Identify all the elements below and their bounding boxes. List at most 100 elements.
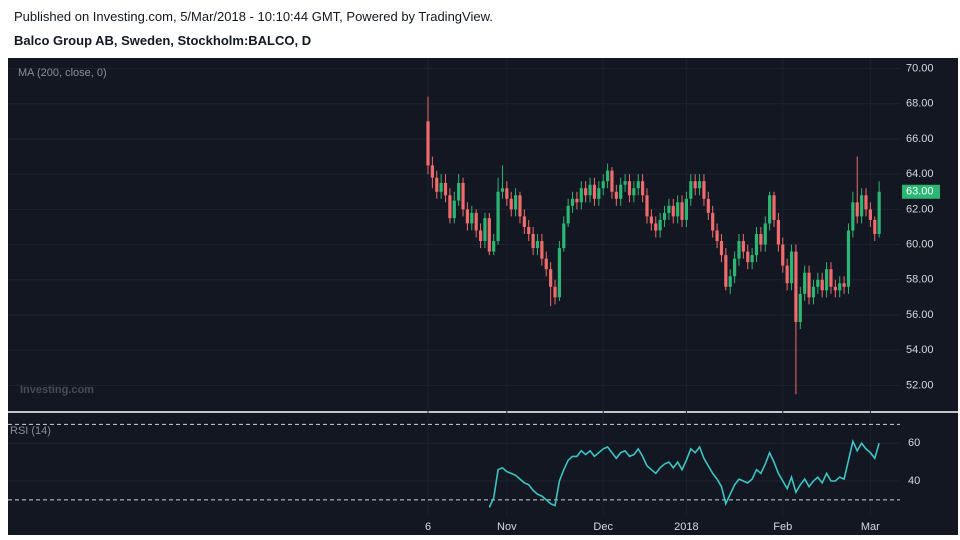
candle-body [671,205,675,217]
watermark: Investing.com [20,384,94,396]
candle-body [702,181,706,199]
candle-body [636,181,640,189]
x-tick-label: 2018 [674,521,698,533]
candle-body [868,209,872,220]
candle-body [711,212,715,231]
study-label: MA (200, close, 0) [18,67,107,79]
candle-body [833,286,837,291]
candle-body [544,258,548,270]
candle-body [500,188,505,192]
x-tick-label: Nov [497,521,517,533]
candle-body [789,251,794,284]
y-tick-label: 62.00 [906,203,934,215]
y-tick-label: 40 [908,475,920,487]
candle-body [575,198,579,203]
y-tick-label: 52.00 [906,379,934,391]
candle-body [662,212,667,220]
candle-body [737,241,741,259]
candle-body [527,226,531,234]
candle-body [645,195,649,217]
candle-body [465,209,470,224]
candle-body [838,283,842,291]
candle-body [549,269,553,287]
y-tick-label: 68.00 [906,98,934,110]
x-tick-label: Mar [861,521,880,533]
candle-body [842,283,846,287]
candle-body [846,230,851,287]
candle-body [658,219,662,231]
candle-body [496,191,500,242]
candle-body [724,255,728,287]
candle-body [522,216,526,227]
current-price-label: 63.00 [906,186,934,198]
y-tick-label: 54.00 [906,344,934,356]
candle-body [492,241,496,252]
candle-body [877,191,881,234]
candle-body [697,181,702,189]
candle-body [448,195,452,219]
symbol-title: Balco Group AB, Sweden, Stockholm:BALCO,… [14,33,312,48]
candle-body [435,177,439,192]
candle-body [794,251,798,322]
candle-body [851,202,855,231]
candle-body [443,182,448,196]
candle-body [781,244,785,266]
candle-body [562,223,566,249]
candle-body [553,286,557,298]
candle-body [601,181,605,189]
rsi-line [488,438,880,508]
candle-body [535,241,540,249]
candle-body [816,279,820,287]
candle-body [457,182,461,201]
candle-body [531,234,535,249]
candle-body [855,202,859,217]
candle-body [509,198,513,210]
candle-body [557,248,561,298]
candle-body [540,241,544,259]
candle-body [676,202,680,217]
candle-body [719,241,724,256]
current-price-box [902,184,940,199]
y-tick-label: 58.00 [906,274,934,286]
candle-body [478,230,483,242]
y-tick-label: 56.00 [906,309,934,321]
candle-body [807,272,811,298]
candle-body [461,182,465,210]
candle-body [649,216,653,224]
candle-body [619,184,623,199]
candle-body [518,195,522,217]
candle-body [470,212,474,224]
candle-body [803,272,807,294]
candle-body [654,223,658,231]
candle-body [754,234,759,256]
y-tick-label: 66.00 [906,133,934,145]
candle-body [487,218,491,252]
candle-body [483,218,487,242]
y-tick-label: 60.00 [906,238,934,250]
candle-body [627,181,632,196]
y-tick-label: 64.00 [906,168,934,180]
candle-body [592,184,597,199]
candle-body [811,286,816,298]
x-tick-label: Feb [773,521,792,533]
candle-body [798,293,802,322]
y-tick-label: 60 [908,437,920,449]
candle-body [514,195,518,210]
candle-body [733,258,737,277]
candle-body [693,181,697,189]
x-tick-label: Dec [593,521,613,533]
candle-body [680,202,684,220]
x-tick-label: 6 [425,521,431,533]
published-note: Published on Investing.com, 5/Mar/2018 -… [14,9,493,24]
candle-body [474,212,478,231]
candle-body [610,170,614,192]
candle-body [829,269,833,287]
candle-body [579,188,583,203]
candle-body [430,165,434,178]
candle-body [706,198,710,213]
candle-body [776,219,780,245]
candle-body [768,195,772,224]
candle-body [763,223,767,245]
candle-body [605,170,610,182]
candle-body [772,195,776,220]
